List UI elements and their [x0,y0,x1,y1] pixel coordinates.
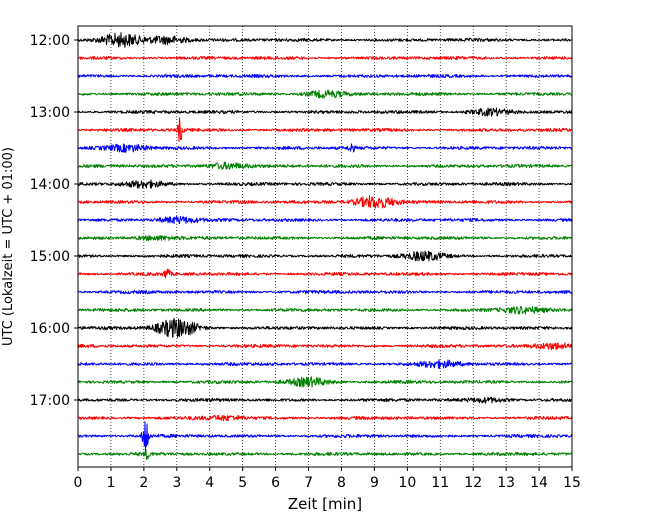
x-tick-label: 14 [530,475,548,491]
seismic-trace [77,317,573,338]
seismic-trace [77,414,573,422]
seismic-trace [77,117,573,142]
seismic-trace [77,420,573,453]
seismic-trace [77,306,573,315]
x-tick-label: 0 [74,475,83,491]
x-tick-label: 11 [431,475,449,491]
y-tick-label: 15:00 [30,249,70,265]
plot-frame [77,25,573,468]
seismic-trace [77,161,573,170]
seismic-trace [77,55,573,61]
x-tick-label: 12 [464,475,482,491]
seismic-trace [77,195,573,209]
seismic-trace [77,235,573,241]
seismic-trace [77,89,573,99]
x-tick-label: 3 [172,475,181,491]
seismic-trace [77,215,573,225]
y-tick-label: 13:00 [30,105,70,121]
x-tick-label: 8 [337,475,346,491]
trace-layer [77,32,573,460]
y-tick-label: 12:00 [30,33,70,49]
x-tick-label: 10 [398,475,416,491]
seismic-trace [77,396,573,404]
seismic-trace [77,107,573,117]
y-tick-label: 14:00 [30,177,70,193]
y-tick-label: 16:00 [30,321,70,337]
tick-layer: 0 1 2 3 4 5 6 7 8 9 10 11 12 13 14 1512:0013:0014:0015:… [30,33,581,491]
seismic-trace [77,342,573,351]
x-tick-label: 6 [271,475,280,491]
seismic-trace [77,250,573,262]
x-tick-label: 4 [205,475,214,491]
seismic-trace [77,359,573,369]
y-axis-label: UTC (Lokalzeit = UTC + 01:00) [1,147,16,346]
x-tick-label: 1 [106,475,115,491]
x-tick-label: 9 [370,475,379,491]
seismic-trace [77,376,573,388]
seismic-trace [77,449,573,460]
seismic-trace [77,268,573,279]
x-tick-label: 13 [497,475,515,491]
x-tick-label: 5 [238,475,247,491]
seismic-trace [77,179,573,189]
y-tick-label: 17:00 [30,393,70,409]
seismic-trace [77,32,573,48]
x-tick-label: 15 [563,475,581,491]
x-tick-label: 2 [139,475,148,491]
x-axis-label: Zeit [min] [288,495,362,513]
x-tick-label: 7 [304,475,313,491]
seismic-trace [77,73,573,79]
seismic-trace [77,143,573,153]
seismic-trace [77,289,573,295]
